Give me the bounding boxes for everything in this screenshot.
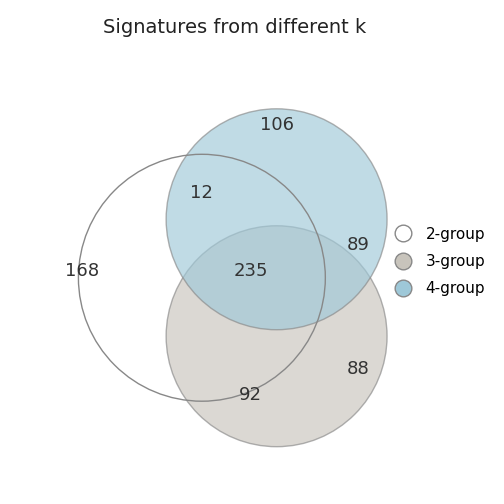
Ellipse shape — [166, 109, 387, 330]
Title: Signatures from different k: Signatures from different k — [103, 18, 366, 37]
Text: 168: 168 — [65, 262, 99, 280]
Text: 106: 106 — [260, 116, 294, 134]
Text: 92: 92 — [239, 386, 262, 404]
Text: 12: 12 — [191, 184, 213, 202]
Text: 88: 88 — [346, 360, 369, 377]
Text: 235: 235 — [233, 262, 268, 280]
Legend: 2-group, 3-group, 4-group: 2-group, 3-group, 4-group — [388, 227, 485, 296]
Ellipse shape — [166, 226, 387, 447]
Text: 89: 89 — [346, 236, 369, 254]
